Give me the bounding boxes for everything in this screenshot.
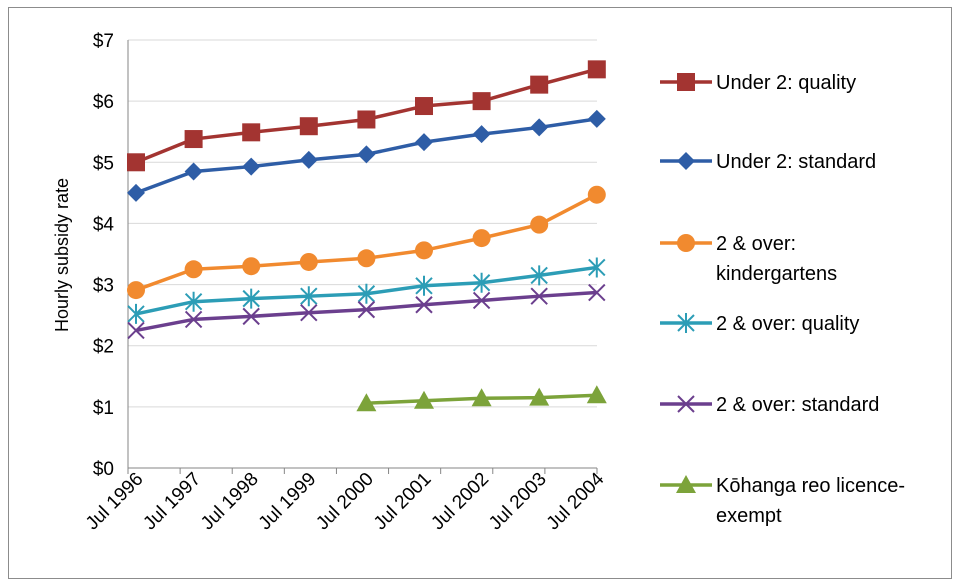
data-point — [587, 185, 606, 204]
series-3 — [127, 185, 606, 300]
x-tick-label: Jul 2002 — [427, 469, 493, 535]
data-point — [472, 92, 491, 111]
x-tick-label: Jul 2004 — [543, 468, 609, 534]
data-point — [357, 145, 376, 164]
data-point — [414, 390, 434, 409]
series-1 — [127, 60, 606, 172]
series-2 — [127, 109, 606, 202]
data-point — [242, 157, 261, 176]
y-tick-label: $4 — [93, 214, 115, 235]
data-point — [127, 153, 145, 172]
legend-marker — [676, 475, 696, 493]
data-point — [530, 118, 549, 137]
data-point — [356, 393, 377, 412]
data-point — [472, 291, 491, 310]
legend-item: Kōhanga reo licence-exempt — [660, 475, 905, 527]
data-point — [588, 257, 606, 278]
y-tick-label: $0 — [93, 459, 114, 480]
x-tick-label: Jul 2003 — [485, 469, 551, 535]
data-point — [530, 287, 548, 305]
data-point — [357, 283, 376, 304]
y-tick-label: $5 — [93, 153, 114, 174]
legend-label: 2 & over: quality — [716, 313, 859, 335]
data-point — [472, 272, 491, 293]
y-tick-label: $1 — [93, 398, 114, 419]
data-point — [127, 281, 145, 300]
y-tick-labels: $0 $1 $2 $3 $4 $5 $6 $7 — [93, 31, 115, 480]
data-point — [184, 291, 203, 312]
x-tick-label: Jul 1998 — [197, 469, 263, 535]
x-tick-label: Jul 1996 — [82, 469, 148, 535]
data-point — [471, 388, 492, 407]
data-point — [415, 97, 433, 116]
data-point — [472, 125, 491, 144]
y-tick-label: $6 — [93, 92, 114, 113]
data-point — [588, 283, 606, 302]
data-point — [127, 183, 145, 202]
y-axis-label: Hourly subsidy rate — [52, 178, 72, 332]
data-point — [357, 300, 376, 319]
legend-label: Kōhanga reo licence-exempt — [716, 475, 905, 527]
data-point — [472, 229, 491, 248]
legend-marker — [677, 395, 695, 413]
gridlines — [128, 39, 597, 408]
series-6 — [356, 385, 607, 412]
x-tick-label: Jul 1997 — [139, 469, 205, 535]
data-point — [242, 257, 261, 276]
data-point — [415, 275, 433, 296]
series-5 — [127, 283, 606, 340]
data-point — [184, 130, 203, 149]
legend-item: 2 & over: kindergartens — [660, 233, 837, 285]
legend-item: 2 & over: quality — [660, 313, 859, 335]
data-point — [242, 307, 260, 326]
data-point — [586, 385, 607, 404]
data-point — [587, 60, 606, 79]
legend-marker — [677, 313, 695, 333]
legend-item: Under 2: quality — [660, 72, 856, 94]
legend-marker — [677, 73, 695, 91]
data-point — [415, 133, 433, 152]
data-point — [530, 265, 548, 286]
data-point — [184, 260, 203, 279]
legend-label: Under 2: standard — [716, 151, 876, 173]
data-point — [299, 150, 318, 169]
data-point — [357, 110, 376, 129]
series-4 — [127, 257, 606, 324]
legend-item: 2 & over: standard — [660, 394, 879, 416]
data-point — [127, 303, 145, 324]
data-point — [587, 109, 606, 128]
data-point — [184, 310, 203, 329]
legend-label: 2 & over: kindergartens — [716, 233, 837, 285]
data-point — [415, 241, 433, 260]
x-tick-label: Jul 2000 — [312, 469, 378, 535]
legend-item: Under 2: standard — [660, 151, 876, 173]
data-point — [529, 387, 550, 406]
data-point — [530, 215, 549, 234]
legend-marker — [677, 234, 695, 252]
data-point — [127, 321, 145, 340]
data-point — [184, 162, 203, 181]
x-tick-label: Jul 1999 — [255, 469, 321, 535]
legend-label: 2 & over: standard — [716, 394, 879, 416]
x-tick-label: Jul 2001 — [370, 469, 436, 535]
data-point — [242, 123, 261, 142]
data-point — [530, 75, 549, 94]
data-point — [300, 303, 318, 322]
data-point — [299, 117, 318, 136]
data-point — [242, 288, 260, 309]
y-tick-label: $7 — [93, 31, 114, 52]
y-tick-label: $3 — [93, 276, 114, 297]
legend: Under 2: quality Under 2: standard 2 & ove… — [660, 72, 905, 527]
axes — [127, 40, 598, 474]
series-group — [127, 60, 607, 412]
data-point — [299, 252, 318, 271]
legend-marker — [677, 152, 695, 170]
data-point — [300, 286, 318, 307]
y-tick-label: $2 — [93, 337, 114, 358]
data-point — [415, 296, 433, 314]
legend-label: Under 2: quality — [716, 72, 856, 94]
data-point — [357, 249, 376, 268]
